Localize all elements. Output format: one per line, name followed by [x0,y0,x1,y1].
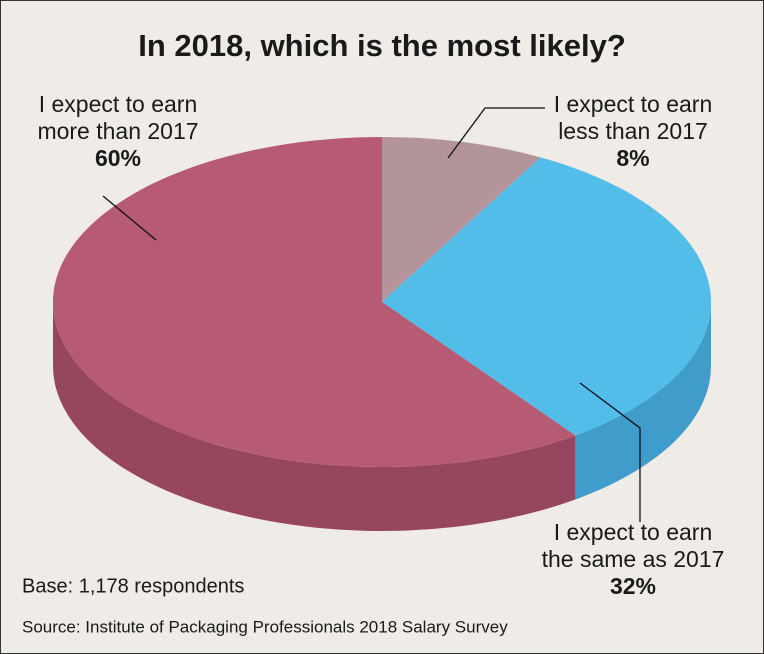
slice-side [52,302,576,531]
slice-label: the same as 2017 [542,546,725,572]
value-label: 60% [95,145,141,171]
value-label: 8% [616,145,649,171]
slice-label: I expect to earn [39,91,198,117]
slice-top [52,137,576,468]
slice-label: I expect to earn [554,91,713,117]
slice [52,137,576,531]
leader-line [579,382,641,522]
slice [382,137,541,302]
slice-label: more than 2017 [37,118,198,144]
base-note: Base: 1,178 respondents [22,575,244,597]
slice [382,157,711,500]
leader-line [447,107,545,159]
leader-line [102,195,157,241]
value-label: 32% [610,573,656,599]
slice-label: less than 2017 [558,118,708,144]
chart-title: In 2018, which is the most likely? [138,28,626,63]
slice-side [575,302,711,500]
slice-label: I expect to earn [554,519,713,545]
source-note: Source: Institute of Packaging Professio… [22,617,508,636]
slice-top [382,157,711,436]
pie [52,137,711,531]
slice-top [382,137,541,302]
